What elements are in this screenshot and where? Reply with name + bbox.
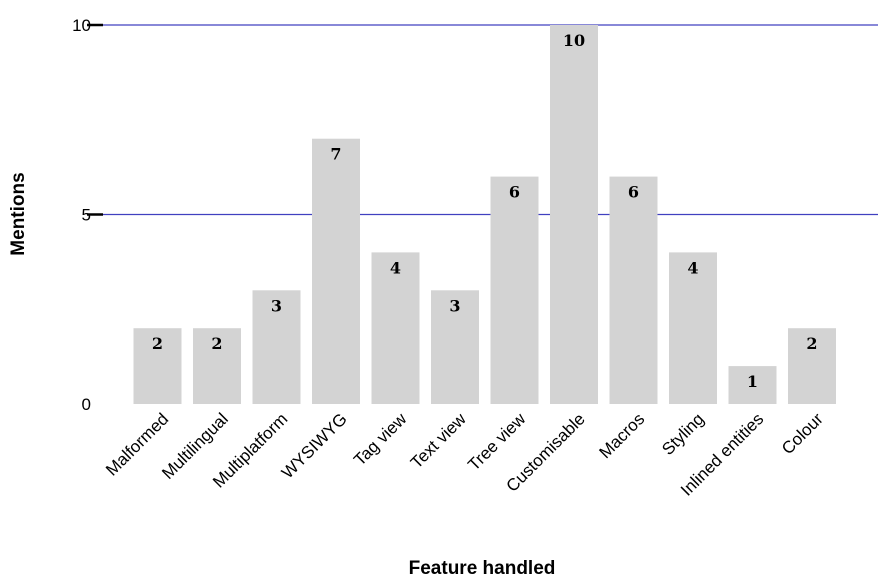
data-label-tag-view: 4 — [390, 258, 401, 277]
bar-inlined-entities — [728, 366, 777, 404]
bar-customisable — [550, 25, 598, 404]
data-labels: 2 2 3 7 4 3 6 10 6 4 1 2 — [152, 31, 818, 391]
data-label-tree-view: 6 — [509, 183, 520, 202]
data-label-malformed: 2 — [152, 334, 163, 353]
bar-multilingual — [193, 328, 241, 404]
y-tick-label-10: 10 — [72, 16, 91, 35]
data-label-colour: 2 — [806, 334, 817, 353]
bar-colour — [788, 328, 836, 404]
bar-tag-view — [371, 252, 420, 404]
x-tick-label-wysiwyg: WYSIWYG — [278, 409, 351, 482]
data-label-styling: 4 — [687, 258, 698, 277]
x-tick-label-text-view: Text view — [407, 409, 470, 472]
y-axis: 0 5 10 — [72, 16, 103, 414]
data-label-multilingual: 2 — [211, 334, 222, 353]
y-axis-title: Mentions — [8, 172, 29, 255]
bar-wysiwyg — [312, 138, 360, 404]
data-label-customisable: 10 — [563, 31, 585, 50]
x-axis-title: Feature handled — [409, 558, 556, 579]
bar-tree-view — [490, 176, 539, 404]
bar-malformed — [133, 328, 182, 404]
data-label-inlined-entities: 1 — [747, 372, 758, 391]
data-label-multiplatform: 3 — [271, 296, 282, 315]
bar-macros — [609, 176, 658, 404]
y-tick-label-0: 0 — [82, 395, 91, 414]
x-axis-labels: MalformedMultilingualMultiplatformWYSIWY… — [102, 409, 827, 500]
data-label-macros: 6 — [628, 183, 639, 202]
data-label-wysiwyg: 7 — [330, 145, 341, 164]
data-label-text-view: 3 — [449, 296, 460, 315]
x-tick-label-macros: Macros — [595, 409, 648, 462]
y-tick-label-5: 5 — [82, 206, 91, 225]
bar-styling — [669, 252, 717, 404]
x-tick-label-colour: Colour — [778, 409, 827, 458]
bar-text-view — [431, 290, 479, 404]
bar-multiplatform — [252, 290, 301, 404]
bars — [133, 25, 836, 404]
x-tick-label-tag-view: Tag view — [350, 409, 411, 470]
x-tick-label-styling: Styling — [658, 409, 708, 459]
